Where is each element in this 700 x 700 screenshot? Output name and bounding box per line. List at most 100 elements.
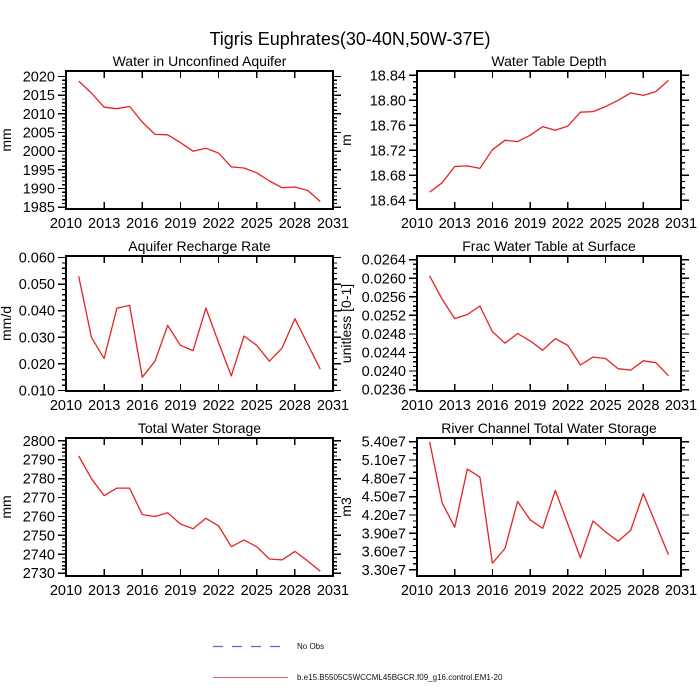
subplot-title: Total Water Storage <box>138 420 261 436</box>
x-tick-label: 2031 <box>317 583 349 599</box>
subplot-title: River Channel Total Water Storage <box>441 420 657 436</box>
y-tick-label: 2800 <box>23 434 55 450</box>
y-tick-label: 0.020 <box>19 357 55 373</box>
y-tick-label: 4.20e7 <box>362 508 406 524</box>
data-line <box>78 276 321 378</box>
x-tick-label: 2010 <box>50 216 82 232</box>
x-tick-label: 2022 <box>202 216 234 232</box>
y-axis-label: m3 <box>338 497 354 517</box>
y-tick-label: 0.050 <box>19 277 55 293</box>
plot-box <box>416 437 682 577</box>
legend-item-case: b.e15.B5505C5WCCML45BGCR.f09_g16.control… <box>213 673 502 682</box>
x-tick-label: 2022 <box>202 583 234 599</box>
subplot-water-in-unconfined-aquifer: 1985 1990 1995 2000 2005 2010 2015 2020 2010 2013… <box>0 53 349 232</box>
x-tick-label: 2013 <box>88 398 120 414</box>
y-tick-label: 1990 <box>23 181 55 197</box>
x-tick-label: 2028 <box>627 398 659 414</box>
y-tick-label: 0.030 <box>19 330 55 346</box>
x-tick-label: 2016 <box>126 398 158 414</box>
x-tick-label: 2022 <box>552 583 584 599</box>
y-tick-label: 3.30e7 <box>362 563 406 579</box>
data-line <box>78 455 321 572</box>
y-tick-label: 18.68 <box>370 168 406 184</box>
y-tick-label: 2010 <box>23 107 55 123</box>
x-tick-label: 2019 <box>164 398 196 414</box>
x-tick-label: 2025 <box>241 216 273 232</box>
y-tick-label: 4.80e7 <box>362 471 406 487</box>
charts-canvas: 1985 1990 1995 2000 2005 2010 2015 2020 2010 2013… <box>0 53 697 599</box>
x-tick-label: 2016 <box>126 216 158 232</box>
x-tick-label: 2031 <box>317 216 349 232</box>
figure-title: Tigris Euphrates(30-40N,50W-37E) <box>209 29 491 49</box>
x-tick-label: 2031 <box>665 583 697 599</box>
y-tick-label: 2005 <box>23 126 55 142</box>
x-tick-label: 2031 <box>665 398 697 414</box>
subplot-title: Water Table Depth <box>491 53 606 69</box>
y-tick-label: 2740 <box>23 547 55 563</box>
y-tick-label: 2730 <box>23 566 55 582</box>
x-tick-label: 2022 <box>202 398 234 414</box>
y-tick-label: 0.0248 <box>362 327 406 343</box>
y-tick-label: 2790 <box>23 453 55 469</box>
x-tick-label: 2019 <box>164 583 196 599</box>
y-axis-label: unitless [0-1] <box>338 284 354 363</box>
subplot-aquifer-recharge-rate: 0.010 0.020 0.030 0.040 0.050 0.060 2010 2013 20… <box>0 238 349 414</box>
x-tick-label: 2010 <box>50 583 82 599</box>
plot-box <box>65 437 334 577</box>
x-tick-label: 2028 <box>279 583 311 599</box>
x-tick-label: 2025 <box>589 583 621 599</box>
y-tick-label: 0.060 <box>19 251 55 267</box>
y-tick-label: 2020 <box>23 70 55 86</box>
y-axis-label: m <box>338 134 354 146</box>
y-tick-label: 2780 <box>23 472 55 488</box>
x-tick-label: 2010 <box>401 583 433 599</box>
subplot-title: Frac Water Table at Surface <box>462 238 636 254</box>
subplot-title: Water in Unconfined Aquifer <box>113 53 287 69</box>
x-tick-label: 2013 <box>439 583 471 599</box>
data-line <box>429 275 669 377</box>
y-tick-label: 0.040 <box>19 304 55 320</box>
x-tick-label: 2010 <box>401 398 433 414</box>
y-axis-label: mm <box>0 495 14 518</box>
x-tick-label: 2028 <box>279 398 311 414</box>
y-tick-label: 0.0264 <box>362 253 406 269</box>
data-line <box>78 80 321 202</box>
no-obs-dashed-line-icon <box>213 645 288 648</box>
x-tick-label: 2016 <box>476 398 508 414</box>
y-tick-label: 18.76 <box>370 118 406 134</box>
plot-box <box>65 70 334 210</box>
case-solid-line-icon <box>213 677 288 678</box>
x-tick-label: 2025 <box>241 583 273 599</box>
y-tick-label: 2000 <box>23 144 55 160</box>
x-tick-label: 2019 <box>514 583 546 599</box>
x-tick-label: 2028 <box>627 216 659 232</box>
y-tick-label: 2015 <box>23 88 55 104</box>
x-tick-label: 2010 <box>401 216 433 232</box>
y-tick-label: 1995 <box>23 163 55 179</box>
data-line <box>429 79 669 193</box>
x-tick-label: 2019 <box>164 216 196 232</box>
y-tick-label: 2770 <box>23 491 55 507</box>
x-tick-label: 2031 <box>665 216 697 232</box>
x-tick-label: 2013 <box>88 583 120 599</box>
plot-box <box>65 255 334 392</box>
y-tick-label: 1985 <box>23 200 55 216</box>
subplot-water-table-depth: 18.64 18.68 18.72 18.76 18.80 18.84 2010 2013 20… <box>338 53 697 232</box>
data-line <box>428 441 670 564</box>
y-tick-label: 3.90e7 <box>362 526 406 542</box>
y-axis-label: mm/d <box>0 306 14 341</box>
y-tick-label: 18.84 <box>370 68 406 84</box>
subplot-total-water-storage: 2730 2740 2750 2760 2770 2780 2790 2800 2010 2013… <box>0 420 349 599</box>
x-tick-label: 2028 <box>279 216 311 232</box>
y-axis-label: mm <box>0 128 14 151</box>
x-tick-label: 2028 <box>627 583 659 599</box>
x-tick-label: 2022 <box>552 398 584 414</box>
legend-label-no-obs: No Obs <box>297 642 325 651</box>
x-tick-label: 2013 <box>439 216 471 232</box>
legend-label-case: b.e15.B5505C5WCCML45BGCR.f09_g16.control… <box>297 673 503 682</box>
x-tick-label: 2025 <box>589 398 621 414</box>
y-tick-label: 5.10e7 <box>362 453 406 469</box>
y-tick-label: 18.80 <box>370 93 406 109</box>
x-tick-label: 2019 <box>514 398 546 414</box>
